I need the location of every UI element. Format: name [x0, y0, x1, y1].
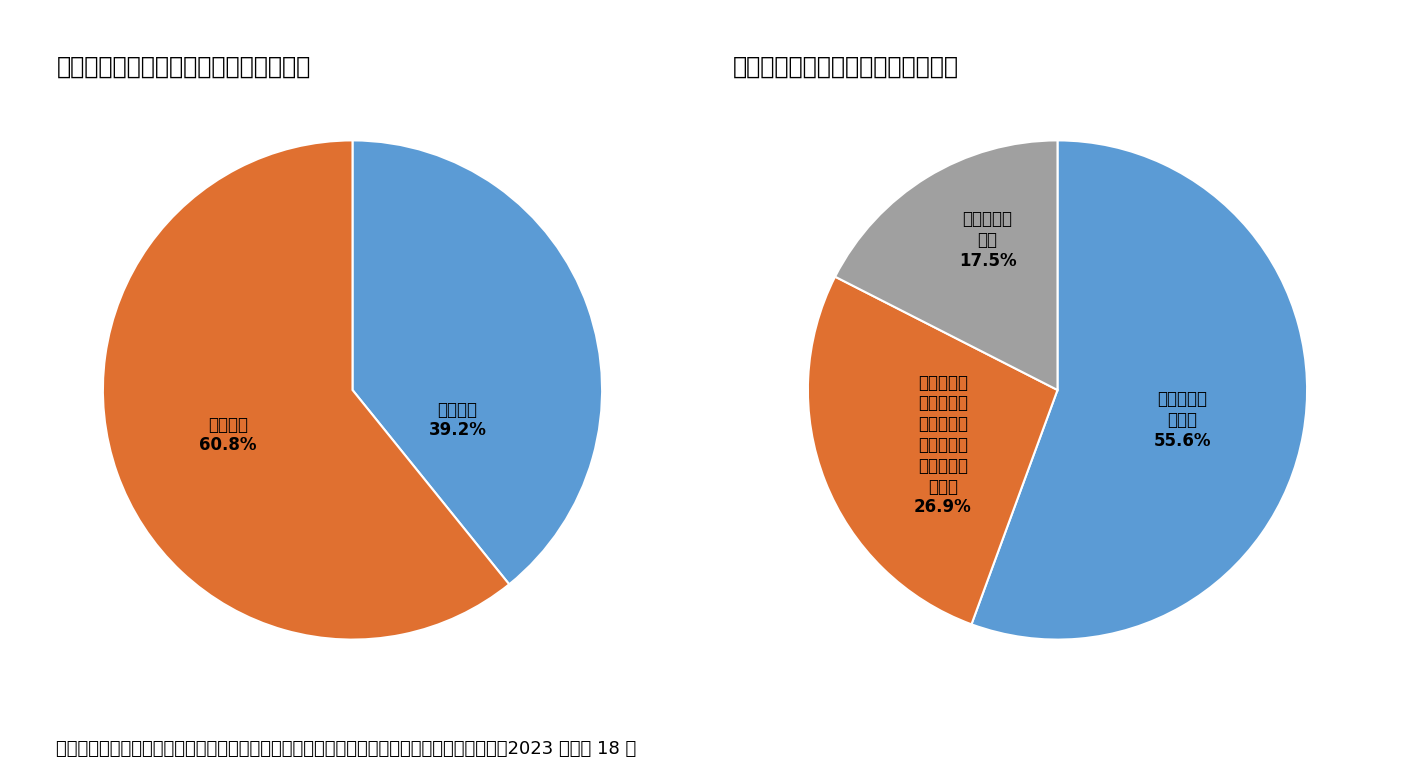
- Wedge shape: [352, 140, 602, 584]
- Wedge shape: [835, 140, 1058, 390]
- Text: 経験あり
39.2%: 経験あり 39.2%: [429, 401, 486, 439]
- Text: 示されてい
るが、取引
条件や業務
の内容の明
記が不十分
である
26.9%: 示されてい るが、取引 条件や業務 の内容の明 記が不十分 である 26.9%: [914, 374, 971, 516]
- Text: 図表１　納得できない行為を受けた経験: 図表１ 納得できない行為を受けた経験: [56, 55, 310, 79]
- Wedge shape: [971, 140, 1307, 640]
- Text: 図表２　取引条件や業務内容の提示: 図表２ 取引条件や業務内容の提示: [733, 55, 959, 79]
- Wedge shape: [808, 277, 1058, 624]
- Text: （資料）公正取引委員会、「フリーランス新法の概要と施行に向けた準備の状況について」、2023 年８月 18 日: （資料）公正取引委員会、「フリーランス新法の概要と施行に向けた準備の状況について…: [56, 739, 637, 758]
- Text: 十分示され
ている
55.6%: 十分示され ている 55.6%: [1153, 390, 1211, 450]
- Wedge shape: [103, 140, 509, 640]
- Text: 示されてい
ない
17.5%: 示されてい ない 17.5%: [959, 211, 1017, 270]
- Text: 経験なし
60.8%: 経験なし 60.8%: [199, 416, 257, 454]
